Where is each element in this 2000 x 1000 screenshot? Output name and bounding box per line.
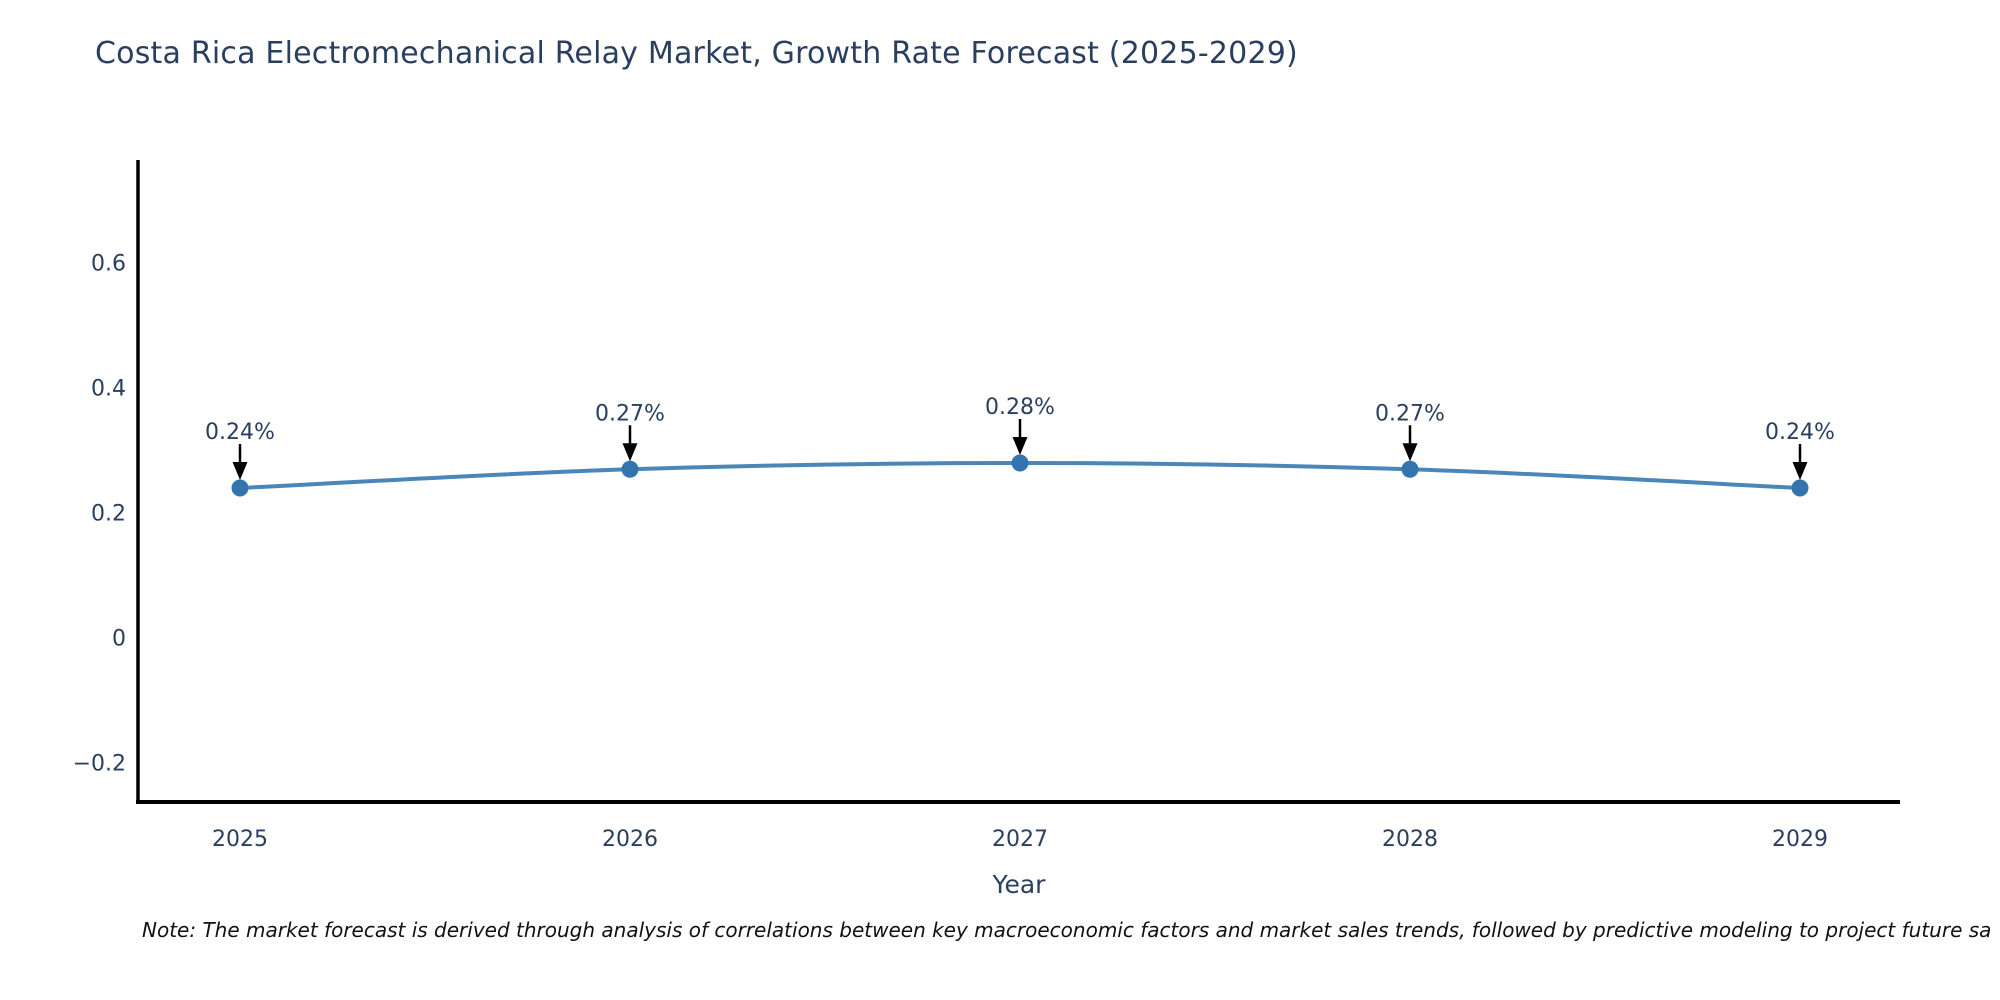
- annotation-arrow-head: [622, 443, 638, 462]
- y-tick-label: 0.6: [91, 252, 126, 277]
- x-tick-label: 2027: [992, 827, 1048, 852]
- y-tick-label: 0.2: [91, 502, 126, 527]
- y-tick-label: 0: [112, 627, 126, 652]
- footnote: Note: The market forecast is derived thr…: [142, 918, 1992, 942]
- x-axis-title: Year: [992, 870, 1047, 899]
- data-point-2026[interactable]: [621, 460, 639, 478]
- plot-area: −0.2 0 0.2 0.4 0.6 2025 2026 2027 2028 2029 0.24% 0…: [73, 160, 1900, 852]
- annotation-label: 0.24%: [1765, 420, 1835, 445]
- annotation-label: 0.27%: [595, 401, 665, 426]
- y-tick-label: −0.2: [73, 752, 126, 777]
- annotation-arrow-head: [1012, 437, 1028, 455]
- data-point-2025[interactable]: [231, 479, 249, 497]
- annotation-label: 0.28%: [985, 395, 1055, 420]
- data-point-2028[interactable]: [1401, 460, 1419, 478]
- annotation-arrow-head: [1792, 462, 1808, 480]
- annotation-label: 0.24%: [205, 420, 275, 445]
- annotation-arrow-head: [1402, 443, 1418, 462]
- x-tick-label: 2026: [602, 827, 658, 852]
- annotation-arrow-head: [232, 462, 248, 480]
- chart-title: Costa Rica Electromechanical Relay Marke…: [95, 36, 1298, 71]
- data-point-2027[interactable]: [1011, 454, 1029, 472]
- x-tick-label: 2029: [1772, 827, 1828, 852]
- annotation-label: 0.27%: [1375, 401, 1445, 426]
- x-tick-label: 2028: [1382, 827, 1438, 852]
- y-tick-label: 0.4: [91, 377, 126, 402]
- x-tick-label: 2025: [212, 827, 268, 852]
- data-point-2029[interactable]: [1791, 479, 1809, 497]
